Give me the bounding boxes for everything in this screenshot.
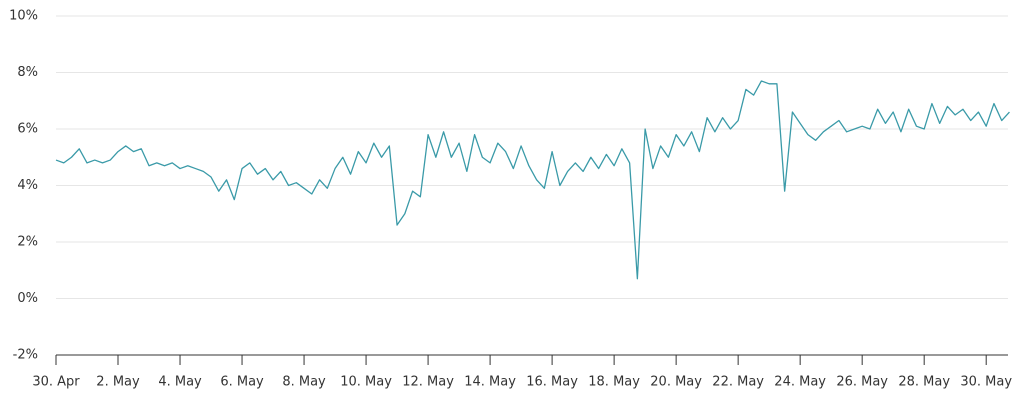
x-tick-label: 16. May xyxy=(526,375,578,390)
x-tick-label: 26. May xyxy=(836,375,888,390)
x-tick-label: 24. May xyxy=(774,375,826,390)
x-tick-label: 2. May xyxy=(96,375,140,390)
x-tick-label: 4. May xyxy=(158,375,202,390)
x-tick-label: 12. May xyxy=(402,375,454,390)
x-tick-label: 6. May xyxy=(220,375,264,390)
x-tick-label: 14. May xyxy=(464,375,516,390)
y-tick-label: -2% xyxy=(13,348,38,363)
y-tick-label: 6% xyxy=(17,122,38,137)
x-tick-label: 28. May xyxy=(898,375,950,390)
y-tick-label: 10% xyxy=(9,9,38,24)
y-tick-label: 0% xyxy=(17,291,38,306)
x-tick-label: 8. May xyxy=(282,375,326,390)
x-tick-label: 30. May xyxy=(960,375,1012,390)
x-tick-label: 22. May xyxy=(712,375,764,390)
x-tick-label: 20. May xyxy=(650,375,702,390)
y-tick-label: 2% xyxy=(17,235,38,250)
x-tick-label: 30. Apr xyxy=(32,375,80,390)
x-tick-label: 18. May xyxy=(588,375,640,390)
y-tick-label: 8% xyxy=(17,65,38,80)
data-line xyxy=(55,80,1010,280)
x-tick-label: 10. May xyxy=(340,375,392,390)
y-tick-label: 4% xyxy=(17,178,38,193)
